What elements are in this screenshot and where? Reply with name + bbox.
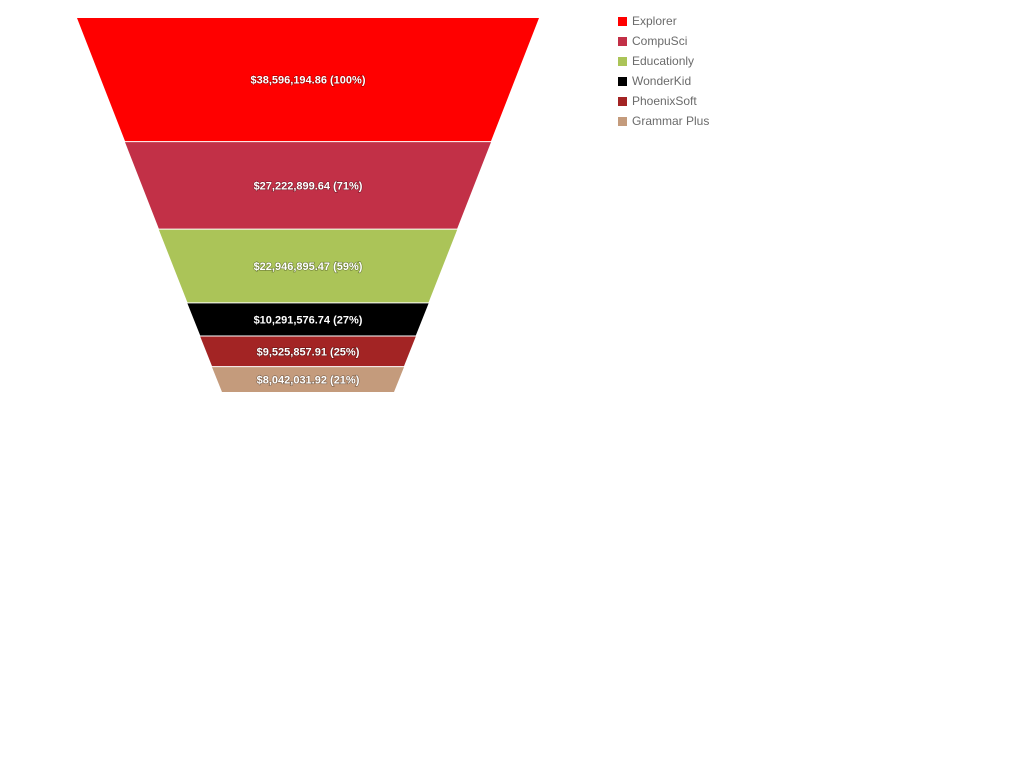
legend-swatch — [618, 16, 627, 26]
legend-label: CompuSci — [632, 34, 688, 48]
legend-swatch — [618, 96, 627, 106]
funnel-data-label: $9,525,857.91 (25%) — [257, 346, 360, 358]
legend-swatch — [618, 56, 627, 66]
legend-label: Grammar Plus — [632, 114, 710, 128]
funnel-segment-grammar-plus[interactable] — [212, 367, 404, 392]
funnel-data-label: $22,946,895.47 (59%) — [254, 261, 363, 273]
funnel-data-label: $27,222,899.64 (71%) — [254, 180, 363, 192]
legend-swatch — [618, 36, 627, 46]
legend-item-compusci[interactable]: CompuSci — [618, 31, 709, 51]
legend-swatch — [618, 76, 627, 86]
legend-label: Educationly — [632, 54, 695, 68]
funnel-segment-compusci[interactable] — [125, 142, 491, 229]
legend-item-phoenixsoft[interactable]: PhoenixSoft — [618, 91, 709, 111]
funnel-segment-phoenixsoft[interactable] — [200, 336, 416, 367]
funnel-data-label: $8,042,031.92 (21%) — [257, 375, 360, 387]
legend-item-grammar-plus[interactable]: Grammar Plus — [618, 111, 709, 131]
legend-label: WonderKid — [632, 74, 692, 88]
funnel-data-label: $10,291,576.74 (27%) — [254, 315, 363, 327]
legend-item-explorer[interactable]: Explorer — [618, 11, 709, 31]
funnel-segment-explorer[interactable] — [77, 18, 539, 142]
funnel-data-label: $38,596,194.86 (100%) — [251, 75, 366, 87]
funnel-segment-educationly[interactable] — [158, 229, 458, 303]
legend-item-educationly[interactable]: Educationly — [618, 51, 709, 71]
legend-label: Explorer — [632, 14, 677, 28]
legend-swatch — [618, 116, 627, 126]
legend-item-wonderkid[interactable]: WonderKid — [618, 71, 709, 91]
legend-label: PhoenixSoft — [632, 94, 697, 108]
funnel-segment-wonderkid[interactable] — [187, 303, 429, 336]
legend: Explorer CompuSci Educationly WonderKid Phoe… — [618, 11, 709, 131]
